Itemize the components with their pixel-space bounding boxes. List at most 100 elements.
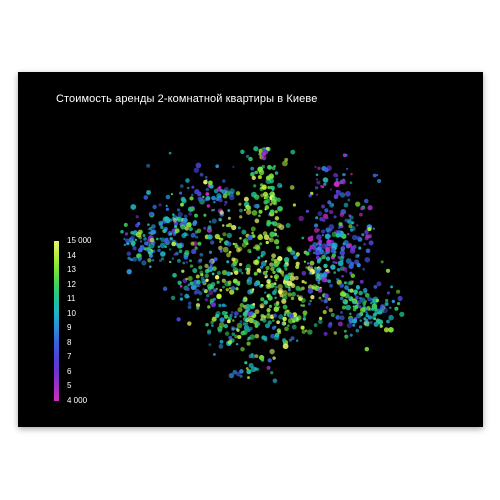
- rent-dot: [215, 164, 220, 169]
- rent-dot: [219, 249, 223, 253]
- rent-dot: [186, 222, 192, 228]
- rent-dot: [180, 224, 186, 230]
- rent-dot: [341, 245, 346, 250]
- rent-dot: [242, 322, 247, 326]
- rent-dot: [356, 285, 360, 290]
- rent-dot: [281, 298, 287, 304]
- rent-dot: [176, 258, 181, 263]
- rent-dot: [330, 264, 336, 270]
- rent-dot: [229, 188, 235, 194]
- rent-dot: [185, 178, 190, 183]
- rent-dot: [216, 193, 222, 199]
- rent-dot: [307, 329, 313, 335]
- rent-dot: [305, 266, 308, 269]
- rent-dot: [279, 270, 285, 275]
- rent-dot: [212, 266, 217, 271]
- rent-dot: [342, 266, 348, 272]
- rent-dot: [282, 304, 288, 310]
- rent-dot: [236, 322, 243, 329]
- rent-dot: [306, 262, 310, 265]
- rent-dot: [358, 290, 363, 296]
- rent-dot: [333, 194, 339, 199]
- rent-dot: [323, 298, 328, 304]
- rent-dot: [149, 258, 152, 261]
- rent-dot: [328, 308, 333, 313]
- rent-dot: [228, 335, 233, 340]
- rent-dot: [243, 196, 249, 202]
- rent-dot: [169, 248, 172, 251]
- rent-dot: [350, 273, 356, 279]
- rent-dot: [268, 304, 272, 308]
- rent-dot: [213, 257, 218, 262]
- rent-dot: [190, 284, 197, 291]
- rent-dot: [261, 184, 267, 190]
- rent-dot: [331, 231, 337, 238]
- rent-dot: [273, 306, 280, 312]
- rent-dot: [187, 321, 192, 326]
- rent-dot: [347, 243, 353, 248]
- rent-dot: [148, 242, 155, 249]
- rent-dot: [248, 156, 253, 162]
- rent-dot: [308, 248, 312, 253]
- rent-dot: [235, 342, 239, 346]
- rent-dot: [246, 338, 250, 341]
- rent-dot: [258, 152, 262, 156]
- rent-dot: [211, 316, 217, 322]
- rent-dot: [328, 224, 335, 230]
- rent-dot: [234, 334, 238, 339]
- legend-labels: 15 000 14 13 12 11 10 9 8 7 6 5 4 000: [67, 237, 117, 405]
- rent-dot: [271, 319, 275, 322]
- rent-dot: [331, 253, 337, 258]
- rent-dot: [277, 255, 283, 262]
- rent-dot: [269, 185, 274, 190]
- rent-dot: [329, 202, 335, 208]
- rent-dot: [216, 280, 220, 284]
- rent-dot: [352, 307, 357, 312]
- rent-dot: [208, 180, 213, 186]
- rent-dot: [170, 192, 174, 196]
- rent-dot: [246, 205, 252, 211]
- rent-dot: [364, 229, 369, 235]
- rent-dot: [346, 322, 352, 329]
- rent-dot: [221, 269, 228, 276]
- rent-dot: [283, 275, 290, 281]
- rent-dot: [218, 217, 222, 222]
- rent-dot: [358, 305, 362, 309]
- rent-dot: [260, 314, 265, 318]
- rent-dot: [329, 209, 334, 215]
- rent-dot: [295, 339, 299, 342]
- rent-dot: [278, 224, 285, 230]
- rent-dot: [197, 241, 202, 246]
- rent-dot: [160, 251, 166, 257]
- rent-dot: [315, 173, 319, 177]
- legend-label: 6: [67, 366, 72, 376]
- rent-dot: [359, 319, 362, 322]
- rent-dot: [277, 206, 281, 210]
- rent-dot: [195, 162, 202, 169]
- rent-dot: [208, 184, 214, 189]
- rent-dot: [307, 236, 314, 242]
- rent-dot: [315, 278, 320, 282]
- rent-dot: [314, 272, 320, 278]
- rent-dot: [254, 170, 259, 175]
- rent-dot: [377, 178, 382, 184]
- rent-dot: [320, 299, 324, 302]
- rent-dot: [334, 181, 340, 187]
- rent-dot: [221, 278, 226, 283]
- rent-dot: [239, 237, 242, 240]
- rent-dot: [358, 325, 363, 329]
- rent-dot: [222, 246, 229, 253]
- rent-dot: [208, 343, 212, 347]
- rent-dot: [159, 242, 166, 249]
- rent-dot: [222, 232, 227, 237]
- rent-dot: [315, 193, 319, 196]
- rent-dot: [371, 315, 377, 320]
- rent-dot: [138, 256, 143, 261]
- rent-dot: [343, 281, 347, 285]
- rent-dot: [202, 195, 205, 199]
- rent-dot: [196, 284, 199, 288]
- rent-dot: [127, 256, 131, 261]
- rent-dot: [229, 289, 235, 295]
- rent-dot: [158, 220, 164, 226]
- rent-dot: [344, 301, 348, 305]
